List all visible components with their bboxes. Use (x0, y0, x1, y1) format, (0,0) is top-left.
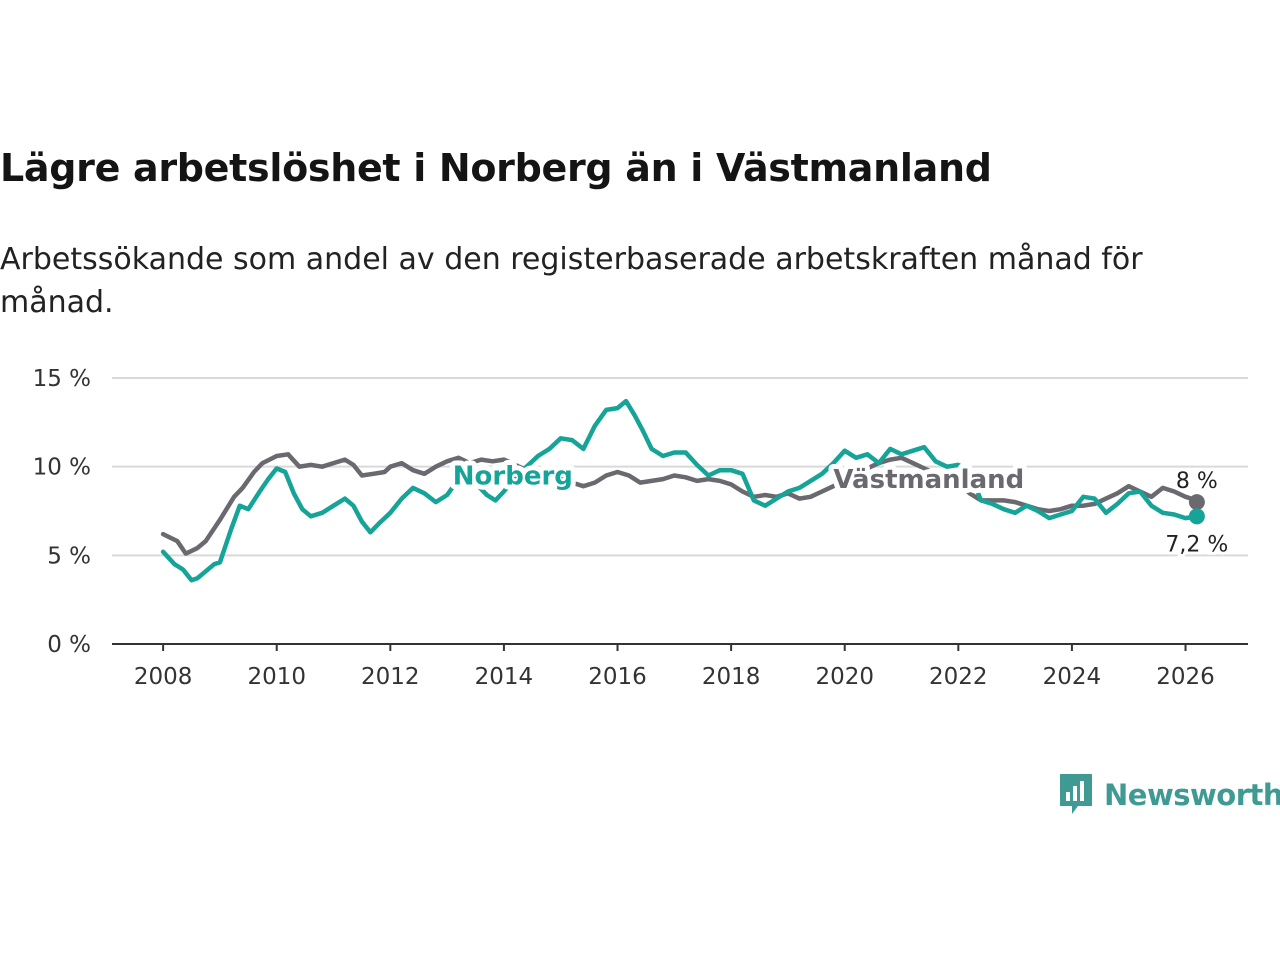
newsworthy-brand: Newsworthy (1058, 772, 1280, 818)
y-tick-label: 10 % (33, 455, 91, 481)
x-tick-label: 2020 (815, 664, 874, 690)
series-lines (160, 398, 1200, 583)
x-tick-label: 2018 (702, 664, 761, 690)
x-tick-label: 2026 (1156, 664, 1215, 690)
x-tick-label: 2016 (588, 664, 647, 690)
end-marker-norberg (1188, 508, 1205, 525)
newsworthy-logo-icon (1060, 774, 1092, 814)
series-line-v-stmanland (160, 452, 1200, 556)
x-tick-label: 2012 (361, 664, 420, 690)
end-value-label-norberg: 7,2 % (1165, 532, 1228, 557)
series-label-norberg: Norberg (453, 462, 573, 492)
y-tick-label: 15 % (33, 366, 91, 392)
chart-subtitle: Arbetssökande som andel av den registerb… (0, 242, 1143, 320)
brand-name: Newsworthy (1104, 778, 1280, 812)
series-label-v-stmanland: Västmanland (833, 465, 1024, 495)
x-tick-label: 2010 (247, 664, 306, 690)
x-tick-label: 2008 (134, 664, 193, 690)
series-labels: 8 % Västmanland 7,2 % Norberg (448, 457, 1232, 561)
x-tick-label: 2014 (475, 664, 534, 690)
end-marker-v-stmanland (1188, 494, 1205, 511)
y-tick-label: 5 % (47, 543, 91, 569)
line-chart: 0 % 5 % 10 % 15 % 2008 2010 2012 2014 2016 2018 20… (33, 366, 1248, 690)
grid-lines (112, 377, 1248, 557)
y-tick-label: 0 % (47, 632, 91, 658)
x-tick-label: 2022 (929, 664, 988, 690)
axes: 0 % 5 % 10 % 15 % 2008 2010 2012 2014 2016 2018 20… (33, 366, 1248, 690)
series-line-norberg (160, 398, 1200, 583)
end-value-label-v-stmanland: 8 % (1176, 469, 1218, 494)
x-tick-label: 2024 (1043, 664, 1102, 690)
chart-title: Lägre arbetslöshet i Norberg än i Västma… (0, 146, 992, 190)
